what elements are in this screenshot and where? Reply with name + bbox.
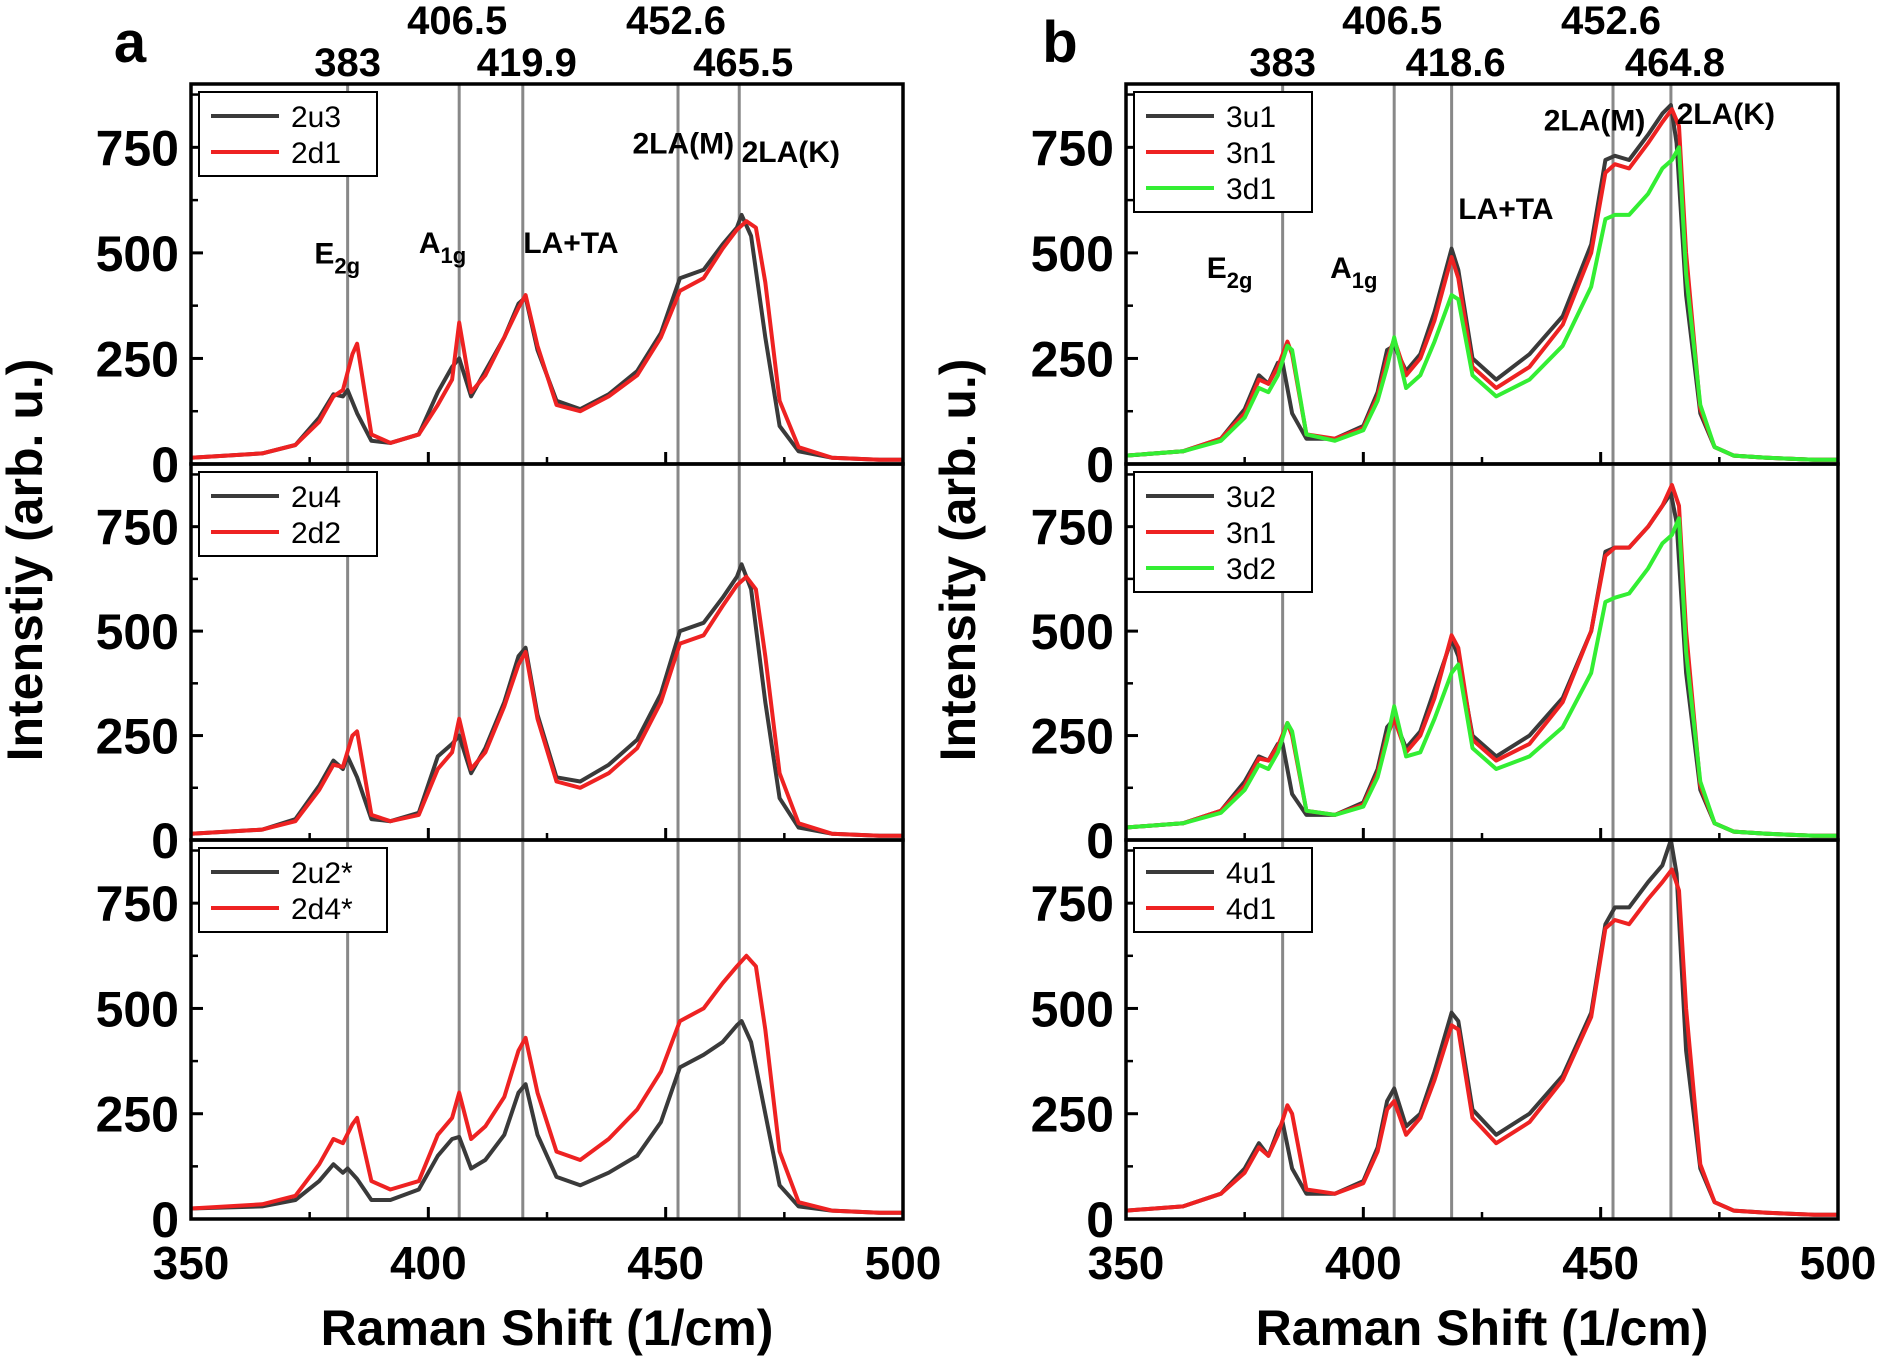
peak-position-label: 383	[1249, 41, 1316, 85]
legend-label: 2d1	[291, 137, 341, 170]
y-axis-label: Intensity (arb. u.)	[930, 359, 986, 762]
y-tick-label: 500	[96, 604, 179, 660]
legend-label: 3d1	[1226, 173, 1276, 206]
x-tick-label: 450	[627, 1237, 704, 1289]
peak-position-label: 419.9	[477, 41, 577, 85]
peak-position-label: 465.5	[693, 41, 793, 85]
peak-position-label: 418.6	[1406, 41, 1506, 85]
peak-position-label: 464.8	[1625, 41, 1725, 85]
mode-label: LA+TA	[1458, 193, 1553, 226]
series-line-2u4	[191, 562, 903, 838]
series-line-2d2	[191, 574, 903, 838]
legend-label: 3u1	[1226, 101, 1276, 134]
y-tick-label: 0	[1086, 1192, 1114, 1248]
y-tick-label: 250	[1031, 709, 1114, 765]
legend-label: 3d2	[1226, 553, 1276, 586]
legend-label: 2u2*	[291, 857, 353, 890]
panel-letter: a	[114, 10, 147, 75]
y-axis-label: Intenstiy (arb. u.)	[0, 359, 53, 762]
legend-label: 4d1	[1226, 893, 1276, 926]
mode-label: 2LA(K)	[1677, 98, 1775, 131]
x-tick-label: 350	[153, 1237, 230, 1289]
x-tick-label: 500	[1800, 1237, 1877, 1289]
legend-label: 3n1	[1226, 137, 1276, 170]
y-tick-label: 750	[1031, 120, 1114, 176]
legend-label: 3u2	[1226, 481, 1276, 514]
mode-label: LA+TA	[523, 227, 618, 260]
legend-box	[198, 471, 378, 557]
y-tick-label: 750	[96, 500, 179, 556]
legend-label: 2u4	[291, 481, 341, 514]
y-tick-label: 0	[151, 813, 179, 869]
peak-position-label: 452.6	[626, 0, 726, 43]
series-line-2d4*	[191, 953, 903, 1215]
mode-label: 2LA(M)	[1544, 104, 1646, 137]
mode-label: E2g	[314, 237, 360, 278]
y-tick-label: 250	[1031, 1087, 1114, 1143]
legend: 2u2*2d4*	[198, 847, 388, 933]
y-tick-label: 0	[1086, 437, 1114, 493]
y-tick-label: 250	[96, 331, 179, 387]
y-tick-label: 500	[96, 226, 179, 282]
legend-label: 4u1	[1226, 857, 1276, 890]
y-tick-label: 750	[1031, 876, 1114, 932]
y-tick-label: 750	[1031, 500, 1114, 556]
y-tick-label: 500	[1031, 604, 1114, 660]
panel-letter: b	[1042, 10, 1077, 75]
series-line-4d1	[1126, 867, 1838, 1217]
legend-label: 2d2	[291, 517, 341, 550]
series-line-3d1	[1126, 145, 1838, 462]
y-tick-label: 0	[151, 1192, 179, 1248]
y-tick-label: 0	[151, 437, 179, 493]
legend-box	[198, 847, 388, 933]
x-tick-label: 500	[865, 1237, 942, 1289]
series-line-2d1	[191, 219, 903, 462]
subplot-3: 0 250 500 750 2u2*2d4*	[96, 838, 905, 1248]
legend-label: 2u3	[291, 101, 341, 134]
legend-box	[198, 91, 378, 177]
peak-position-label: 452.6	[1561, 0, 1661, 43]
y-tick-label: 750	[96, 876, 179, 932]
series-line-3d2	[1126, 516, 1838, 838]
x-tick-label: 400	[1325, 1237, 1402, 1289]
x-tick-label: 350	[1088, 1237, 1165, 1289]
x-tick-label: 450	[1562, 1237, 1639, 1289]
peak-position-label: 383	[314, 41, 381, 85]
y-tick-label: 500	[1031, 981, 1114, 1037]
mode-label: A1g	[1330, 252, 1377, 293]
y-tick-label: 250	[1031, 331, 1114, 387]
y-tick-label: 500	[96, 981, 179, 1037]
legend-label: 2d4*	[291, 893, 353, 926]
legend-label: 3n1	[1226, 517, 1276, 550]
panel-b: b 383406.5418.6452.6464.802505007503u13n1…	[930, 0, 1876, 1356]
x-axis-label: Raman Shift (1/cm)	[1256, 1300, 1709, 1356]
y-tick-label: 500	[1031, 226, 1114, 282]
peak-position-label: 406.5	[1342, 0, 1442, 43]
peak-position-label: 406.5	[407, 0, 507, 43]
mode-label: A1g	[419, 227, 466, 268]
mode-label: 2LA(M)	[632, 128, 734, 161]
y-tick-label: 0	[1086, 813, 1114, 869]
x-tick-label: 400	[390, 1237, 467, 1289]
mode-label: 2LA(K)	[742, 136, 840, 169]
mode-label: E2g	[1207, 252, 1253, 293]
x-axis-label: Raman Shift (1/cm)	[321, 1300, 774, 1356]
series-line-2u2*	[191, 1019, 903, 1215]
y-tick-label: 750	[96, 120, 179, 176]
legend-box	[1133, 847, 1313, 933]
y-tick-label: 250	[96, 709, 179, 765]
y-tick-label: 250	[96, 1087, 179, 1143]
